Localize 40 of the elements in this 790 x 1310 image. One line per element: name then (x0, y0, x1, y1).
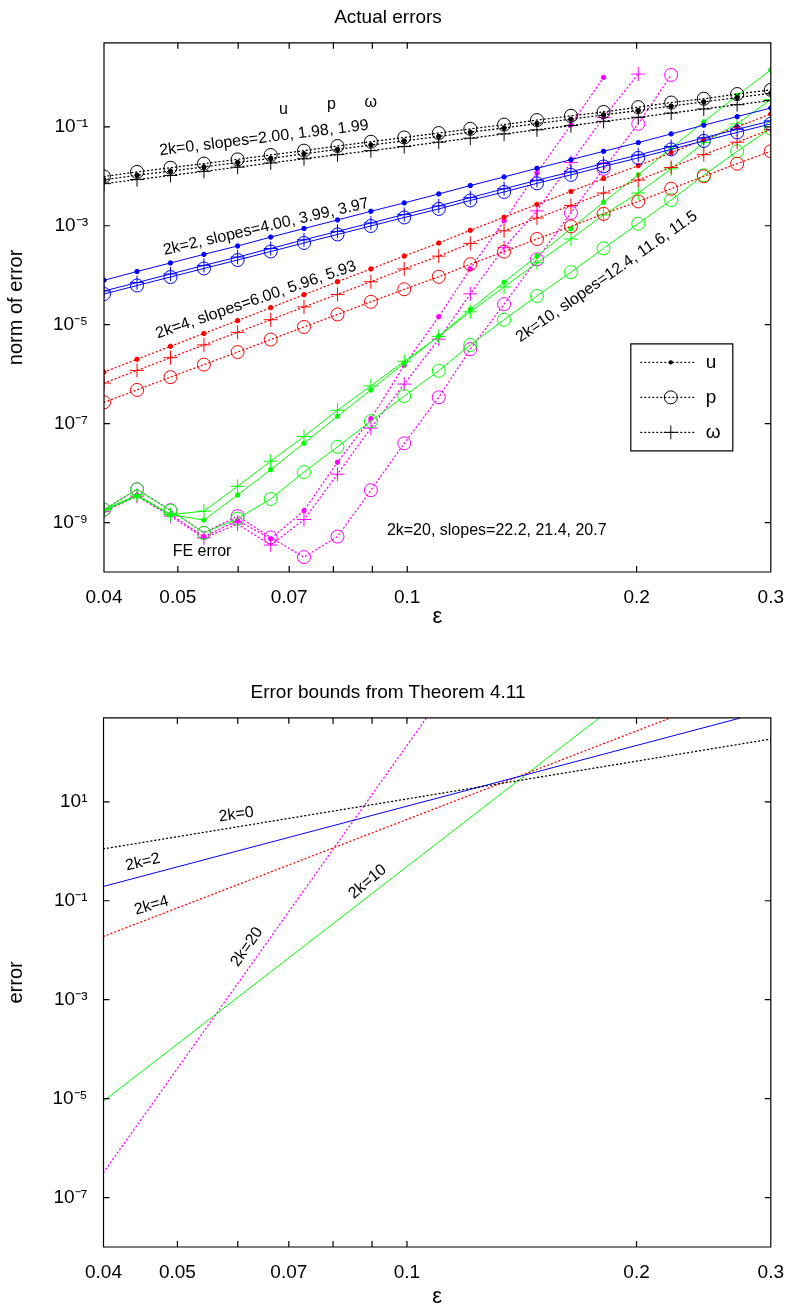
y-tick-label: 10⁻⁷ (53, 411, 89, 433)
legend-label: p (705, 385, 717, 407)
y-tick-label: 10⁻⁵ (52, 1086, 88, 1108)
y-axis-title: norm of error (3, 249, 26, 366)
annotation: 2k=0, slopes=2.00, 1.98, 1.99 (158, 115, 370, 159)
x-tick-label: 0.2 (623, 1260, 650, 1282)
x-axis-title: ε (432, 1282, 443, 1308)
x-tick-label: 0.07 (270, 1260, 308, 1282)
annotation: 2k=2 (123, 848, 162, 874)
annotation: ω (364, 93, 377, 111)
annotation: FE error (172, 542, 233, 560)
annotation: 2k=0 (217, 802, 255, 825)
y-tick-label: 10⁻⁵ (52, 312, 88, 334)
chart-title: Actual errors (334, 5, 442, 27)
annotation: 2k=20, slopes=22.2, 21.4, 20.7 (386, 520, 607, 538)
x-tick-label: 0.1 (393, 1260, 421, 1282)
y-tick-label: 10⁻¹ (54, 115, 88, 137)
y-tick-label: 10¹ (60, 790, 88, 812)
chart-title: Error bounds from Theorem 4.11 (250, 680, 526, 702)
x-tick-label: 0.04 (85, 1260, 123, 1282)
x-tick-label: 0.2 (623, 585, 650, 607)
annotation: p (326, 95, 336, 113)
y-axis-title: error (3, 960, 26, 1004)
x-tick-label: 0.04 (85, 585, 123, 607)
legend-label: ω (705, 420, 721, 442)
x-tick-label: 0.07 (270, 585, 308, 607)
x-axis-title: ε (432, 602, 443, 628)
annotation: 2k=4 (132, 891, 171, 918)
legend-label: u (705, 350, 717, 372)
x-tick-label: 0.05 (159, 585, 197, 607)
x-tick-label: 0.3 (757, 1260, 784, 1282)
y-tick-label: 10⁻³ (54, 214, 88, 235)
y-tick-label: 10⁻¹ (54, 889, 88, 910)
y-tick-label: 10⁻⁹ (52, 510, 88, 532)
y-tick-label: 10⁻³ (54, 987, 88, 1009)
x-tick-label: 0.05 (158, 1260, 196, 1282)
x-tick-label: 0.3 (757, 585, 784, 607)
y-tick-label: 10⁻⁷ (53, 1185, 88, 1207)
x-tick-label: 0.1 (394, 585, 421, 607)
annotation: u (278, 100, 288, 118)
